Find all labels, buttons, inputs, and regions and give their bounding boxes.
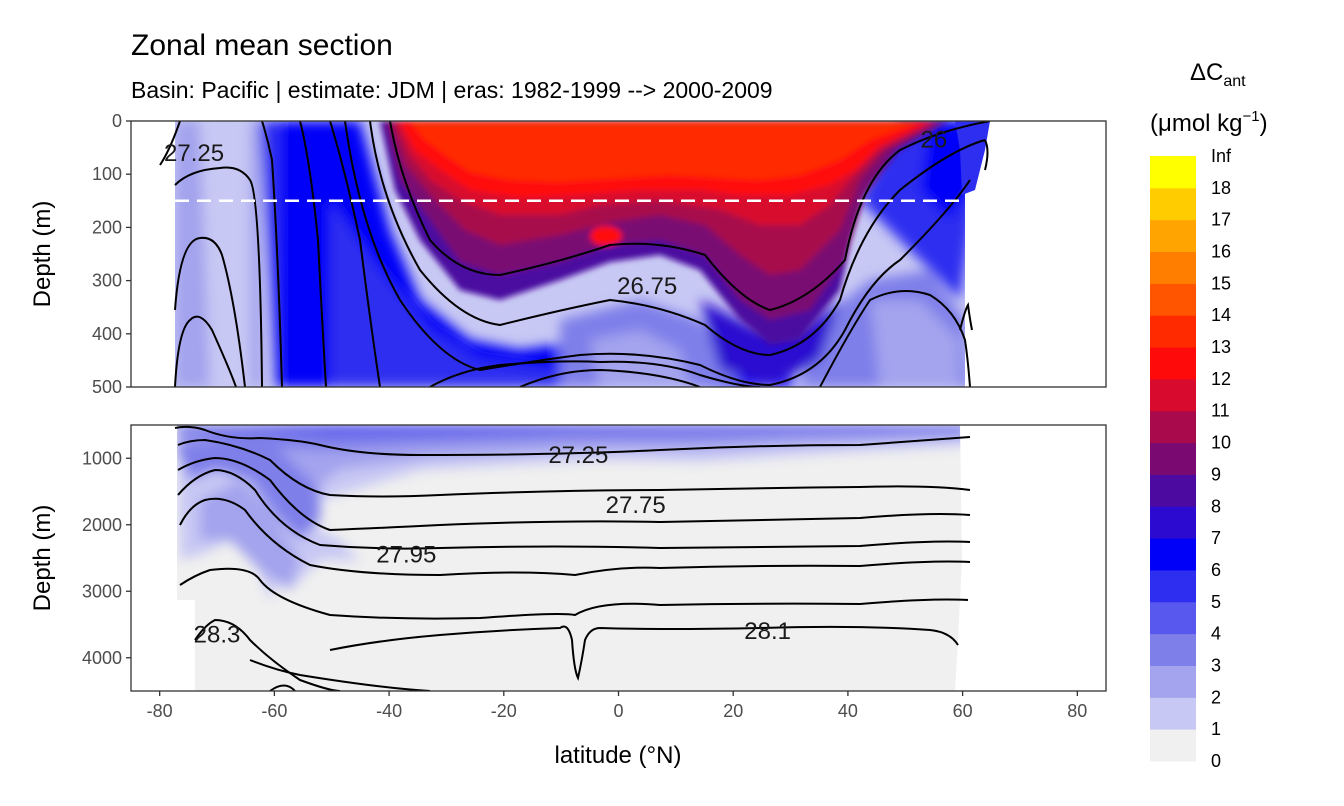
legend-units-main: (μmol kg [1150, 110, 1243, 137]
isopycnal-label: 28.1 [744, 618, 791, 645]
legend-level-label: 17 [1211, 210, 1231, 230]
isopycnal-label: 26.75 [617, 273, 677, 300]
legend-swatch [1150, 633, 1196, 666]
isopycnal-label: 26 [921, 127, 948, 154]
y-tick-label: 100 [92, 164, 122, 184]
legend-level-label: 3 [1211, 655, 1221, 675]
x-axis-label: latitude (°N) [555, 742, 682, 769]
legend-level-label: 9 [1211, 464, 1221, 484]
legend-units-superscript: −1 [1243, 108, 1260, 125]
legend-level-label: 13 [1211, 337, 1231, 357]
legend-swatch [1150, 347, 1196, 380]
legend-level-label: 14 [1211, 305, 1231, 325]
legend-level-label: 1 [1211, 719, 1221, 739]
isopycnal-labels-lower: 27.25 27.75 27.95 28.3 28.1 [194, 442, 791, 649]
chart-subtitle: Basin: Pacific | estimate: JDM | eras: 1… [131, 77, 773, 103]
isopycnal-labels-upper: 27.25 26 26.75 [164, 127, 947, 300]
legend-units: (μmol kg−1) [1150, 108, 1268, 137]
legend-level-label: 2 [1211, 687, 1221, 707]
x-tick-label: 40 [838, 701, 858, 721]
legend: ΔCant (μmol kg−1) Inf1817161514131211109… [1150, 59, 1268, 771]
legend-level-label: 16 [1211, 242, 1231, 262]
legend-swatch [1150, 665, 1196, 698]
isopycnal-label: 28.3 [194, 621, 241, 648]
y-tick-label: 3000 [82, 581, 122, 601]
y-tick-label: 4000 [82, 648, 122, 668]
y-tick-label: 400 [92, 324, 122, 344]
legend-swatch [1150, 378, 1196, 412]
y-tick-label: 0 [112, 111, 122, 131]
legend-level-label: 6 [1211, 560, 1221, 580]
legend-level-label: 4 [1211, 624, 1221, 644]
legend-swatch [1150, 442, 1196, 475]
x-tick-label: -80 [147, 701, 173, 721]
legend-swatch [1150, 219, 1196, 253]
legend-swatch [1150, 315, 1196, 348]
y-tick-label: 2000 [82, 515, 122, 535]
legend-units-close: ) [1260, 110, 1268, 137]
legend-level-label: 5 [1211, 592, 1221, 612]
legend-colorbar [1150, 156, 1196, 762]
y-tick-label: 300 [92, 271, 122, 291]
y-tick-label: 200 [92, 217, 122, 237]
legend-level-label: 7 [1211, 528, 1221, 548]
legend-swatch [1150, 187, 1196, 221]
field-upper [131, 121, 1106, 387]
x-tick-label: 20 [723, 701, 743, 721]
y-axis-ticks-upper: 0 100 200 300 400 500 [92, 111, 131, 397]
legend-title-main: ΔC [1190, 59, 1223, 86]
legend-level-label: 12 [1211, 369, 1231, 389]
y-axis-ticks-lower: 1000 2000 3000 4000 [82, 448, 131, 668]
legend-swatch [1150, 156, 1196, 189]
y-tick-label: 500 [92, 377, 122, 397]
legend-level-label: 10 [1211, 433, 1231, 453]
isopycnal-label: 27.95 [376, 542, 436, 569]
legend-level-label: Inf [1211, 146, 1232, 166]
x-tick-label: 80 [1067, 701, 1087, 721]
panel-lower: 27.25 27.75 27.95 28.3 28.1 1000 2000 3000 4000… [29, 424, 1107, 692]
legend-title-subscript: ant [1223, 73, 1246, 90]
isopycnal-label: 27.25 [164, 140, 224, 167]
isopycnal-label: 27.25 [548, 442, 608, 469]
y-axis-label-upper: Depth (m) [29, 201, 56, 308]
legend-swatch [1150, 569, 1196, 603]
legend-level-label: 8 [1211, 496, 1221, 516]
x-tick-label: -60 [261, 701, 287, 721]
legend-level-label: 11 [1211, 401, 1230, 421]
x-tick-label: 60 [953, 701, 973, 721]
legend-swatch [1150, 729, 1196, 762]
legend-swatch [1150, 283, 1196, 316]
legend-swatch [1150, 251, 1196, 284]
legend-swatch [1150, 410, 1196, 444]
y-axis-label-lower: Depth (m) [29, 505, 56, 612]
panel-border-upper [130, 120, 1107, 388]
y-tick-label: 1000 [82, 448, 122, 468]
legend-level-label: 18 [1211, 178, 1231, 198]
legend-swatch [1150, 601, 1196, 635]
legend-swatch [1150, 474, 1196, 507]
legend-title: ΔCant [1190, 59, 1246, 90]
panel-upper: 27.25 26 26.75 0 100 200 300 400 500 Depth (m) [29, 111, 1107, 397]
isopycnal-label: 27.75 [606, 492, 666, 519]
legend-level-label: 0 [1211, 751, 1221, 771]
isopycnals-upper [159, 121, 991, 387]
x-axis-ticks: -80 -60 -40 -20 0 20 40 60 80 [147, 691, 1087, 721]
isopycnals-lower [174, 425, 971, 691]
legend-swatch [1150, 506, 1196, 539]
x-tick-label: 0 [613, 701, 623, 721]
x-tick-label: -20 [491, 701, 517, 721]
x-tick-label: -40 [376, 701, 402, 721]
field-lower [131, 425, 1106, 691]
legend-swatch [1150, 697, 1196, 730]
legend-level-label: 15 [1211, 273, 1231, 293]
legend-swatch [1150, 538, 1196, 571]
chart-title: Zonal mean section [131, 29, 393, 62]
